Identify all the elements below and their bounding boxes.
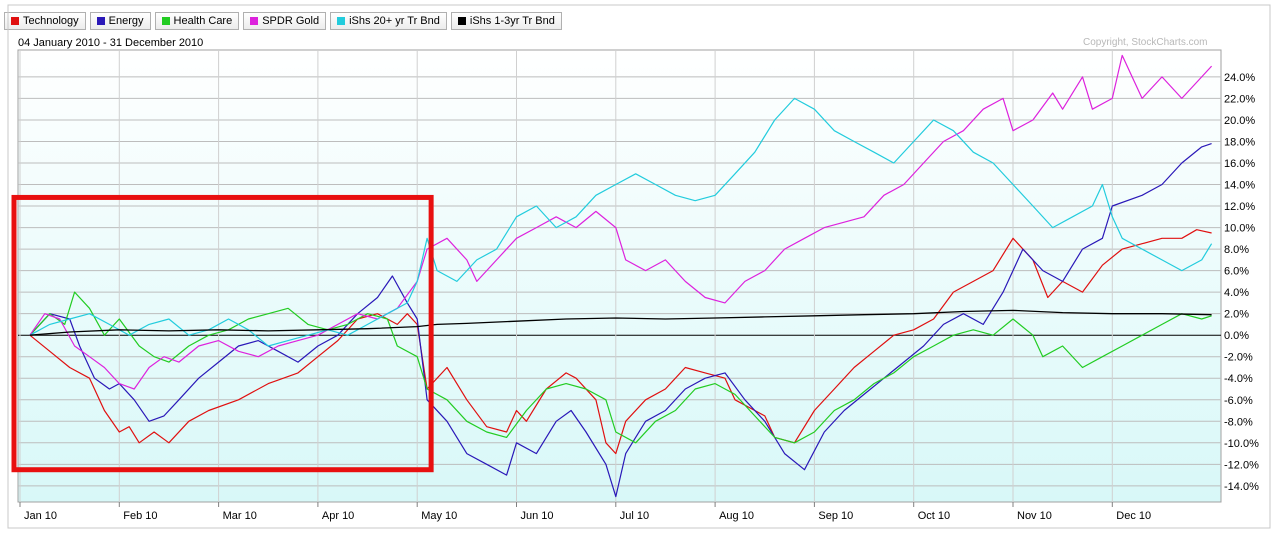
series-line-ishs-1-3yr-tr-bnd	[29, 309, 1212, 336]
legend-swatch	[337, 17, 346, 25]
y-tick-label: 6.0%	[1224, 266, 1249, 278]
y-axis: 24.0% 22.0% 20.0% 18.0% 16.0% 14.0% 12.0% 10.0%…	[1224, 72, 1259, 493]
legend-label: iShs 20+ yr Tr Bnd	[349, 15, 440, 27]
y-tick-label: -2.0%	[1224, 352, 1253, 364]
grid	[18, 50, 1221, 502]
highlight-box	[11, 194, 434, 473]
legend-item-energy[interactable]: Energy	[89, 12, 151, 30]
y-tick-label: 2.0%	[1224, 309, 1249, 321]
copyright-text: Copyright, StockCharts.com	[1083, 37, 1208, 48]
series-line-energy	[29, 143, 1212, 498]
legend-label: Technology	[23, 15, 79, 27]
y-tick-label: 12.0%	[1224, 201, 1255, 213]
x-tick-label: Sep 10	[818, 510, 853, 522]
legend-swatch	[11, 17, 19, 25]
series-line-spdr-gold	[29, 54, 1213, 390]
x-tick-label: Jan 10	[24, 510, 57, 522]
series-line-health-care	[29, 291, 1212, 444]
x-tick-label: May 10	[421, 510, 457, 522]
legend-swatch	[457, 17, 466, 25]
x-tick-label: Mar 10	[223, 510, 257, 522]
x-tick-label: Dec 10	[1116, 510, 1151, 522]
x-tick-label: Feb 10	[123, 510, 157, 522]
chart-legend: Technology Energy Health Care SPDR Gold …	[4, 12, 562, 32]
y-tick-label: -12.0%	[1224, 459, 1259, 471]
y-tick-label: 10.0%	[1224, 223, 1255, 235]
y-tick-label: 8.0%	[1224, 244, 1249, 256]
series-line-technology	[29, 229, 1212, 455]
y-tick-label: 14.0%	[1224, 180, 1255, 192]
x-tick-label: Jun 10	[521, 510, 554, 522]
x-tick-label: Nov 10	[1017, 510, 1052, 522]
x-axis: Jan 10 Feb 10 Mar 10 Apr 10 May 10 Jun 10 Jul …	[19, 502, 1151, 522]
y-tick-label: -8.0%	[1224, 416, 1253, 428]
x-tick-label: Aug 10	[719, 510, 754, 522]
y-tick-label: -4.0%	[1224, 373, 1253, 385]
y-tick-label: 18.0%	[1224, 136, 1255, 148]
series-line-ishs-20-yr-tr-bnd	[29, 97, 1213, 347]
legend-item-spdr-gold[interactable]: SPDR Gold	[243, 12, 327, 30]
date-range: 04 January 2010 - 31 December 2010	[18, 37, 204, 49]
chart-frame	[7, 4, 1271, 529]
x-tick-label: Jul 10	[620, 510, 649, 522]
legend-item-technology[interactable]: Technology	[4, 12, 86, 30]
legend-swatch	[96, 17, 105, 25]
x-tick-label: Apr 10	[322, 510, 354, 522]
legend-swatch	[250, 17, 259, 25]
legend-label: Health Care	[173, 15, 233, 27]
legend-label: iShs 1-3yr Tr Bnd	[469, 15, 555, 27]
legend-item-ishs-1-3yr[interactable]: iShs 1-3yr Tr Bnd	[450, 12, 562, 30]
y-tick-label: 22.0%	[1224, 93, 1255, 105]
y-tick-label: -6.0%	[1224, 395, 1253, 407]
legend-swatch	[161, 17, 170, 25]
legend-item-ishs-20yr[interactable]: iShs 20+ yr Tr Bnd	[330, 12, 447, 30]
y-tick-label: 4.0%	[1224, 287, 1249, 299]
legend-item-health-care[interactable]: Health Care	[154, 12, 240, 30]
series-lines	[29, 54, 1213, 498]
y-tick-label: 20.0%	[1224, 115, 1255, 127]
y-tick-label: -14.0%	[1224, 481, 1259, 493]
legend-label: SPDR Gold	[262, 15, 320, 27]
y-tick-label: 0.0%	[1224, 330, 1249, 342]
annotation	[11, 194, 434, 473]
x-tick-label: Oct 10	[918, 510, 950, 522]
legend-label: Energy	[108, 15, 144, 27]
y-tick-label: 24.0%	[1224, 72, 1255, 84]
y-tick-label: 16.0%	[1224, 158, 1255, 170]
y-tick-label: -10.0%	[1224, 438, 1259, 450]
